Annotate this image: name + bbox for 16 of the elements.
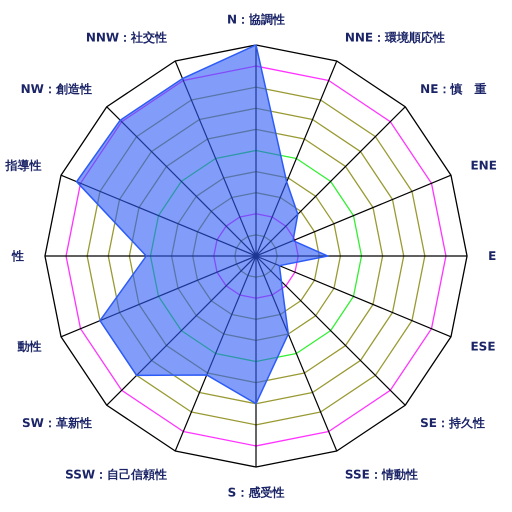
- spoke-label: NNE：環境順応性: [344, 30, 446, 45]
- spoke-label: 指導性: [4, 158, 42, 173]
- spoke-label: ENE: [470, 158, 497, 173]
- spoke-label: SSW：自己信頼性: [65, 467, 168, 482]
- spoke-label: E: [488, 249, 496, 263]
- spoke-label: N：協調性: [226, 12, 286, 27]
- spoke-label: NNW：社交性: [86, 30, 168, 45]
- spoke-label: 動性: [16, 339, 42, 354]
- spoke-label: SSE：情動性: [344, 467, 418, 482]
- spoke-label: NW：創造性: [20, 82, 92, 96]
- spoke-label: ESE: [470, 339, 496, 354]
- spoke-label: 性: [10, 249, 24, 263]
- spoke-label: SW：革新性: [22, 416, 92, 430]
- spoke-label: S：感受性: [228, 485, 284, 500]
- spoke-label: NE：慎 重: [420, 82, 486, 96]
- spoke-label: SE：持久性: [420, 416, 485, 430]
